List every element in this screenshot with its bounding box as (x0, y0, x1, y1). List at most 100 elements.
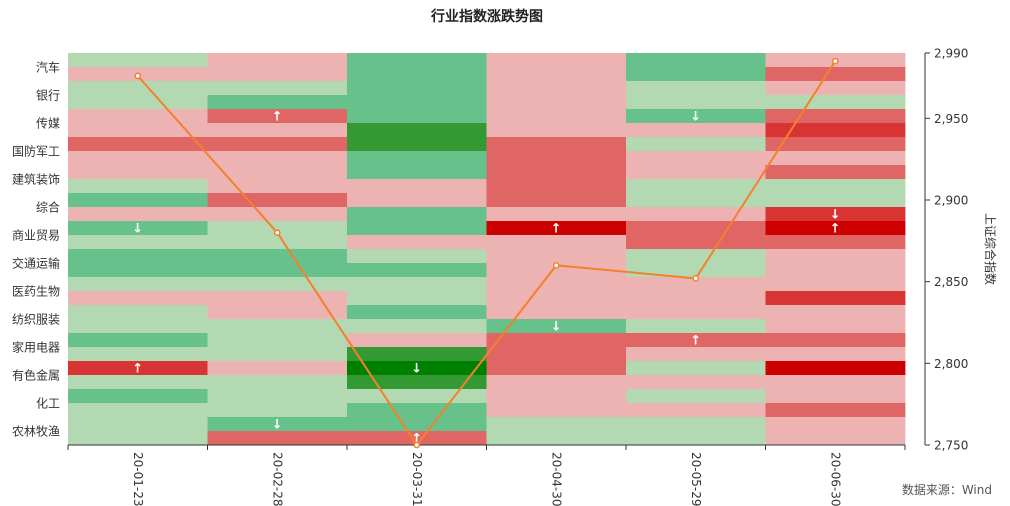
heatmap-cell (486, 193, 627, 208)
heatmap-cell (207, 165, 348, 180)
arrow-down-icon: ↓ (830, 208, 841, 223)
index-point (831, 57, 839, 65)
heatmap-cell (347, 235, 487, 250)
heatmap-cell (347, 333, 487, 348)
heatmap-cell (347, 207, 487, 222)
heatmap-cell (347, 151, 487, 166)
heatmap-cell (765, 305, 906, 320)
heatmap-cell (486, 221, 627, 236)
industry-label: 交通运输 (12, 256, 60, 271)
y2-tick-label: 2,990 (934, 47, 968, 61)
heatmap-cell (207, 81, 348, 96)
heatmap-cell (486, 389, 627, 404)
heatmap-cell (765, 95, 906, 110)
heatmap-cell (486, 123, 627, 138)
heatmap-cell (207, 375, 348, 390)
heatmap-cell (347, 179, 487, 194)
heatmap-cell (486, 403, 627, 418)
heatmap-cell (626, 207, 766, 222)
heatmap-cell (207, 123, 348, 138)
industry-label: 农林牧渔 (12, 425, 60, 439)
arrow-up-icon: ↑ (272, 110, 283, 125)
industry-label: 有色金属 (12, 368, 60, 383)
y2-tick-label: 2,950 (934, 112, 968, 126)
heatmap-cell (486, 431, 627, 446)
heatmap-cell (347, 95, 487, 110)
heatmap-cell (68, 305, 208, 320)
heatmap-cell (486, 305, 627, 320)
heatmap-cell (626, 179, 766, 194)
heatmap-cell (626, 347, 766, 362)
heatmap-cell (765, 431, 906, 446)
heatmap-cell (626, 375, 766, 390)
heatmap-cell (486, 291, 627, 306)
heatmap-cell (765, 291, 906, 306)
date-label: 20-01-23 (131, 452, 145, 506)
heatmap-cell (765, 361, 906, 376)
heatmap-cell (68, 333, 208, 348)
heatmap-cell (207, 333, 348, 348)
heatmap-cell (486, 179, 627, 194)
industry-label: 综合 (36, 200, 60, 215)
heatmap-cell (347, 361, 487, 376)
heatmap-cell (626, 165, 766, 180)
heatmap-cell (626, 235, 766, 250)
heatmap-cell (765, 207, 906, 222)
heatmap-cell (486, 375, 627, 390)
heatmap-cell (68, 249, 208, 264)
heatmap-cell (626, 67, 766, 82)
heatmap-cell (68, 123, 208, 138)
heatmap-cell (765, 277, 906, 292)
heatmap-cell (626, 291, 766, 306)
heatmap-cell (207, 67, 348, 82)
industry-label: 化工 (36, 397, 60, 411)
heatmap-cell (207, 361, 348, 376)
industry-label: 纺织服装 (12, 313, 60, 327)
heatmap-cell (347, 53, 487, 68)
heatmap-cell (347, 305, 487, 320)
heatmap-cell (207, 347, 348, 362)
heatmap-cell (207, 249, 348, 264)
heatmap-cell (626, 193, 766, 208)
heatmap-cell (486, 319, 627, 334)
heatmap-cell (207, 305, 348, 320)
industry-label: 建筑装饰 (12, 172, 60, 187)
arrow-up-icon: ↑ (830, 222, 841, 237)
heatmap-cell (68, 137, 208, 152)
index-line-path (137, 60, 837, 447)
heatmap-cell (347, 389, 487, 404)
arrow-up-icon: ↑ (411, 432, 422, 447)
heatmap-cell (68, 375, 208, 390)
heatmap-cells (68, 53, 906, 446)
chart-title: 行业指数涨跌势图 (430, 8, 543, 25)
industry-label: 商业贸易 (12, 228, 60, 243)
heatmap-cell (765, 375, 906, 390)
index-point (552, 261, 560, 269)
date-label: 20-03-31 (410, 452, 424, 506)
date-label: 20-05-29 (689, 452, 703, 506)
heatmap-cell (68, 235, 208, 250)
heatmap-cell (68, 193, 208, 208)
heatmap-cell (486, 53, 627, 68)
date-label: 20-04-30 (549, 452, 563, 506)
heatmap-cell (765, 151, 906, 166)
heatmap-cell (765, 263, 906, 278)
heatmap-cell (347, 347, 487, 362)
heatmap-cell (626, 333, 766, 348)
heatmap-cell (486, 137, 627, 152)
heatmap-cell (347, 319, 487, 334)
heatmap-cell (765, 403, 906, 418)
heatmap-cell (207, 277, 348, 292)
heatmap-cell (347, 403, 487, 418)
heatmap-cell (207, 109, 348, 124)
heatmap-cell (207, 431, 348, 446)
heatmap-cell (347, 67, 487, 82)
heatmap-cell (68, 81, 208, 96)
heatmap-cell (486, 417, 627, 432)
change-arrows: ↓↑↑↓↓↑↑↓↓↑↓↑ (132, 110, 840, 447)
heatmap-cell (626, 95, 766, 110)
heatmap-cell (626, 403, 766, 418)
index-point (413, 441, 421, 449)
heatmap-cell (68, 95, 208, 110)
y2-tick-label: 2,900 (934, 194, 968, 208)
